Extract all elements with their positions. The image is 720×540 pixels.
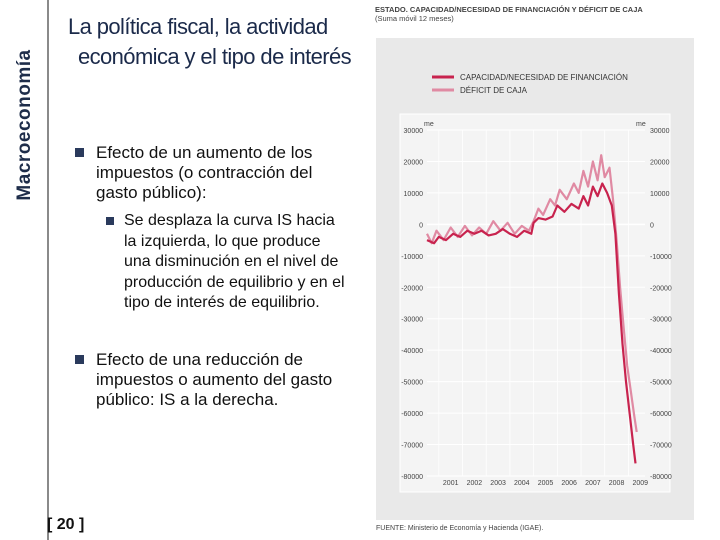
y-unit-label-right: me bbox=[636, 121, 646, 128]
x-tick-label: 2001 bbox=[443, 480, 459, 487]
square-bullet-icon bbox=[75, 148, 84, 157]
x-tick-label: 2003 bbox=[490, 480, 506, 487]
sidebar: Macroeconomía bbox=[0, 0, 49, 540]
legend-label-financiacion: CAPACIDAD/NECESIDAD DE FINANCIACIÓN bbox=[460, 73, 628, 82]
y-tick-label-right: -10000 bbox=[650, 254, 672, 261]
y-tick-label-right: 30000 bbox=[650, 128, 670, 135]
bullet-list: Efecto de un aumento de los impuestos (o… bbox=[75, 143, 345, 410]
bullet-text: Efecto de una reducción de impuestos o a… bbox=[96, 349, 333, 409]
y-tick-label-left: 30000 bbox=[404, 128, 424, 135]
y-tick-label-left: 0 bbox=[419, 222, 423, 229]
slide-title-line-2: económica y el tipo de interés bbox=[78, 44, 352, 69]
y-tick-label-right: -50000 bbox=[650, 380, 672, 387]
series-line-financiacion bbox=[426, 182, 637, 464]
chart-title: ESTADO. CAPACIDAD/NECESIDAD DE FINANCIAC… bbox=[375, 5, 643, 14]
x-tick-label: 2005 bbox=[538, 480, 554, 487]
page-number: [ 20 ] bbox=[47, 516, 85, 533]
y-tick-label-right: -70000 bbox=[650, 443, 672, 450]
x-tick-label: 2006 bbox=[561, 480, 577, 487]
bullet-item: Efecto de un aumento de los impuestos (o… bbox=[75, 143, 345, 203]
y-tick-label-right: -80000 bbox=[650, 474, 672, 481]
x-tick-label: 2002 bbox=[467, 480, 483, 487]
x-tick-label: 2009 bbox=[632, 480, 648, 487]
y-tick-label-left: -40000 bbox=[401, 348, 423, 355]
bullet-text: Efecto de un aumento de los impuestos (o… bbox=[96, 143, 313, 202]
y-tick-label-left: -20000 bbox=[401, 285, 423, 292]
bullet-item: Efecto de una reducción de impuestos o a… bbox=[75, 350, 345, 410]
y-tick-label-right: -40000 bbox=[650, 348, 672, 355]
y-tick-label-left: -80000 bbox=[401, 474, 423, 481]
y-tick-label-right: 20000 bbox=[650, 159, 670, 166]
sub-bullet-text: Se desplaza la curva IS hacia la izquier… bbox=[124, 212, 345, 311]
y-tick-label-left: -30000 bbox=[401, 317, 423, 324]
plot-area bbox=[399, 113, 671, 493]
y-tick-label-right: 0 bbox=[650, 222, 654, 229]
y-tick-label-right: -20000 bbox=[650, 285, 672, 292]
slide-title-line-1: La política fiscal, la actividad bbox=[68, 14, 328, 39]
legend-label-deficit: DÉFICIT DE CAJA bbox=[460, 86, 528, 95]
x-tick-label: 2004 bbox=[514, 480, 530, 487]
y-tick-label-left: -50000 bbox=[401, 380, 423, 387]
bullet-text-suffix: : IS a la derecha. bbox=[149, 389, 279, 409]
y-unit-label-left: me bbox=[424, 121, 434, 128]
chart-source: FUENTE: Ministerio de Economía y Haciend… bbox=[376, 525, 544, 532]
slide-title: La política fiscal, la actividad económi… bbox=[68, 12, 373, 78]
x-tick-label: 2007 bbox=[585, 480, 601, 487]
x-tick-label: 2008 bbox=[609, 480, 625, 487]
sub-bullet-item: Se desplaza la curva IS hacia la izquier… bbox=[96, 211, 345, 314]
y-tick-label-left: 10000 bbox=[404, 191, 424, 198]
y-tick-label-left: -70000 bbox=[401, 443, 423, 450]
y-tick-label-left: -60000 bbox=[401, 411, 423, 418]
y-tick-label-right: 10000 bbox=[650, 191, 670, 198]
square-bullet-icon bbox=[75, 354, 84, 364]
y-tick-label-right: -30000 bbox=[650, 317, 672, 324]
square-bullet-icon bbox=[106, 217, 114, 225]
y-tick-label-left: 20000 bbox=[404, 159, 424, 166]
y-tick-label-left: -10000 bbox=[401, 254, 423, 261]
chart-heading: ESTADO. CAPACIDAD/NECESIDAD DE FINANCIAC… bbox=[375, 5, 720, 23]
y-tick-label-right: -60000 bbox=[650, 411, 672, 418]
chart-subtitle: (Suma móvil 12 meses) bbox=[375, 14, 454, 23]
